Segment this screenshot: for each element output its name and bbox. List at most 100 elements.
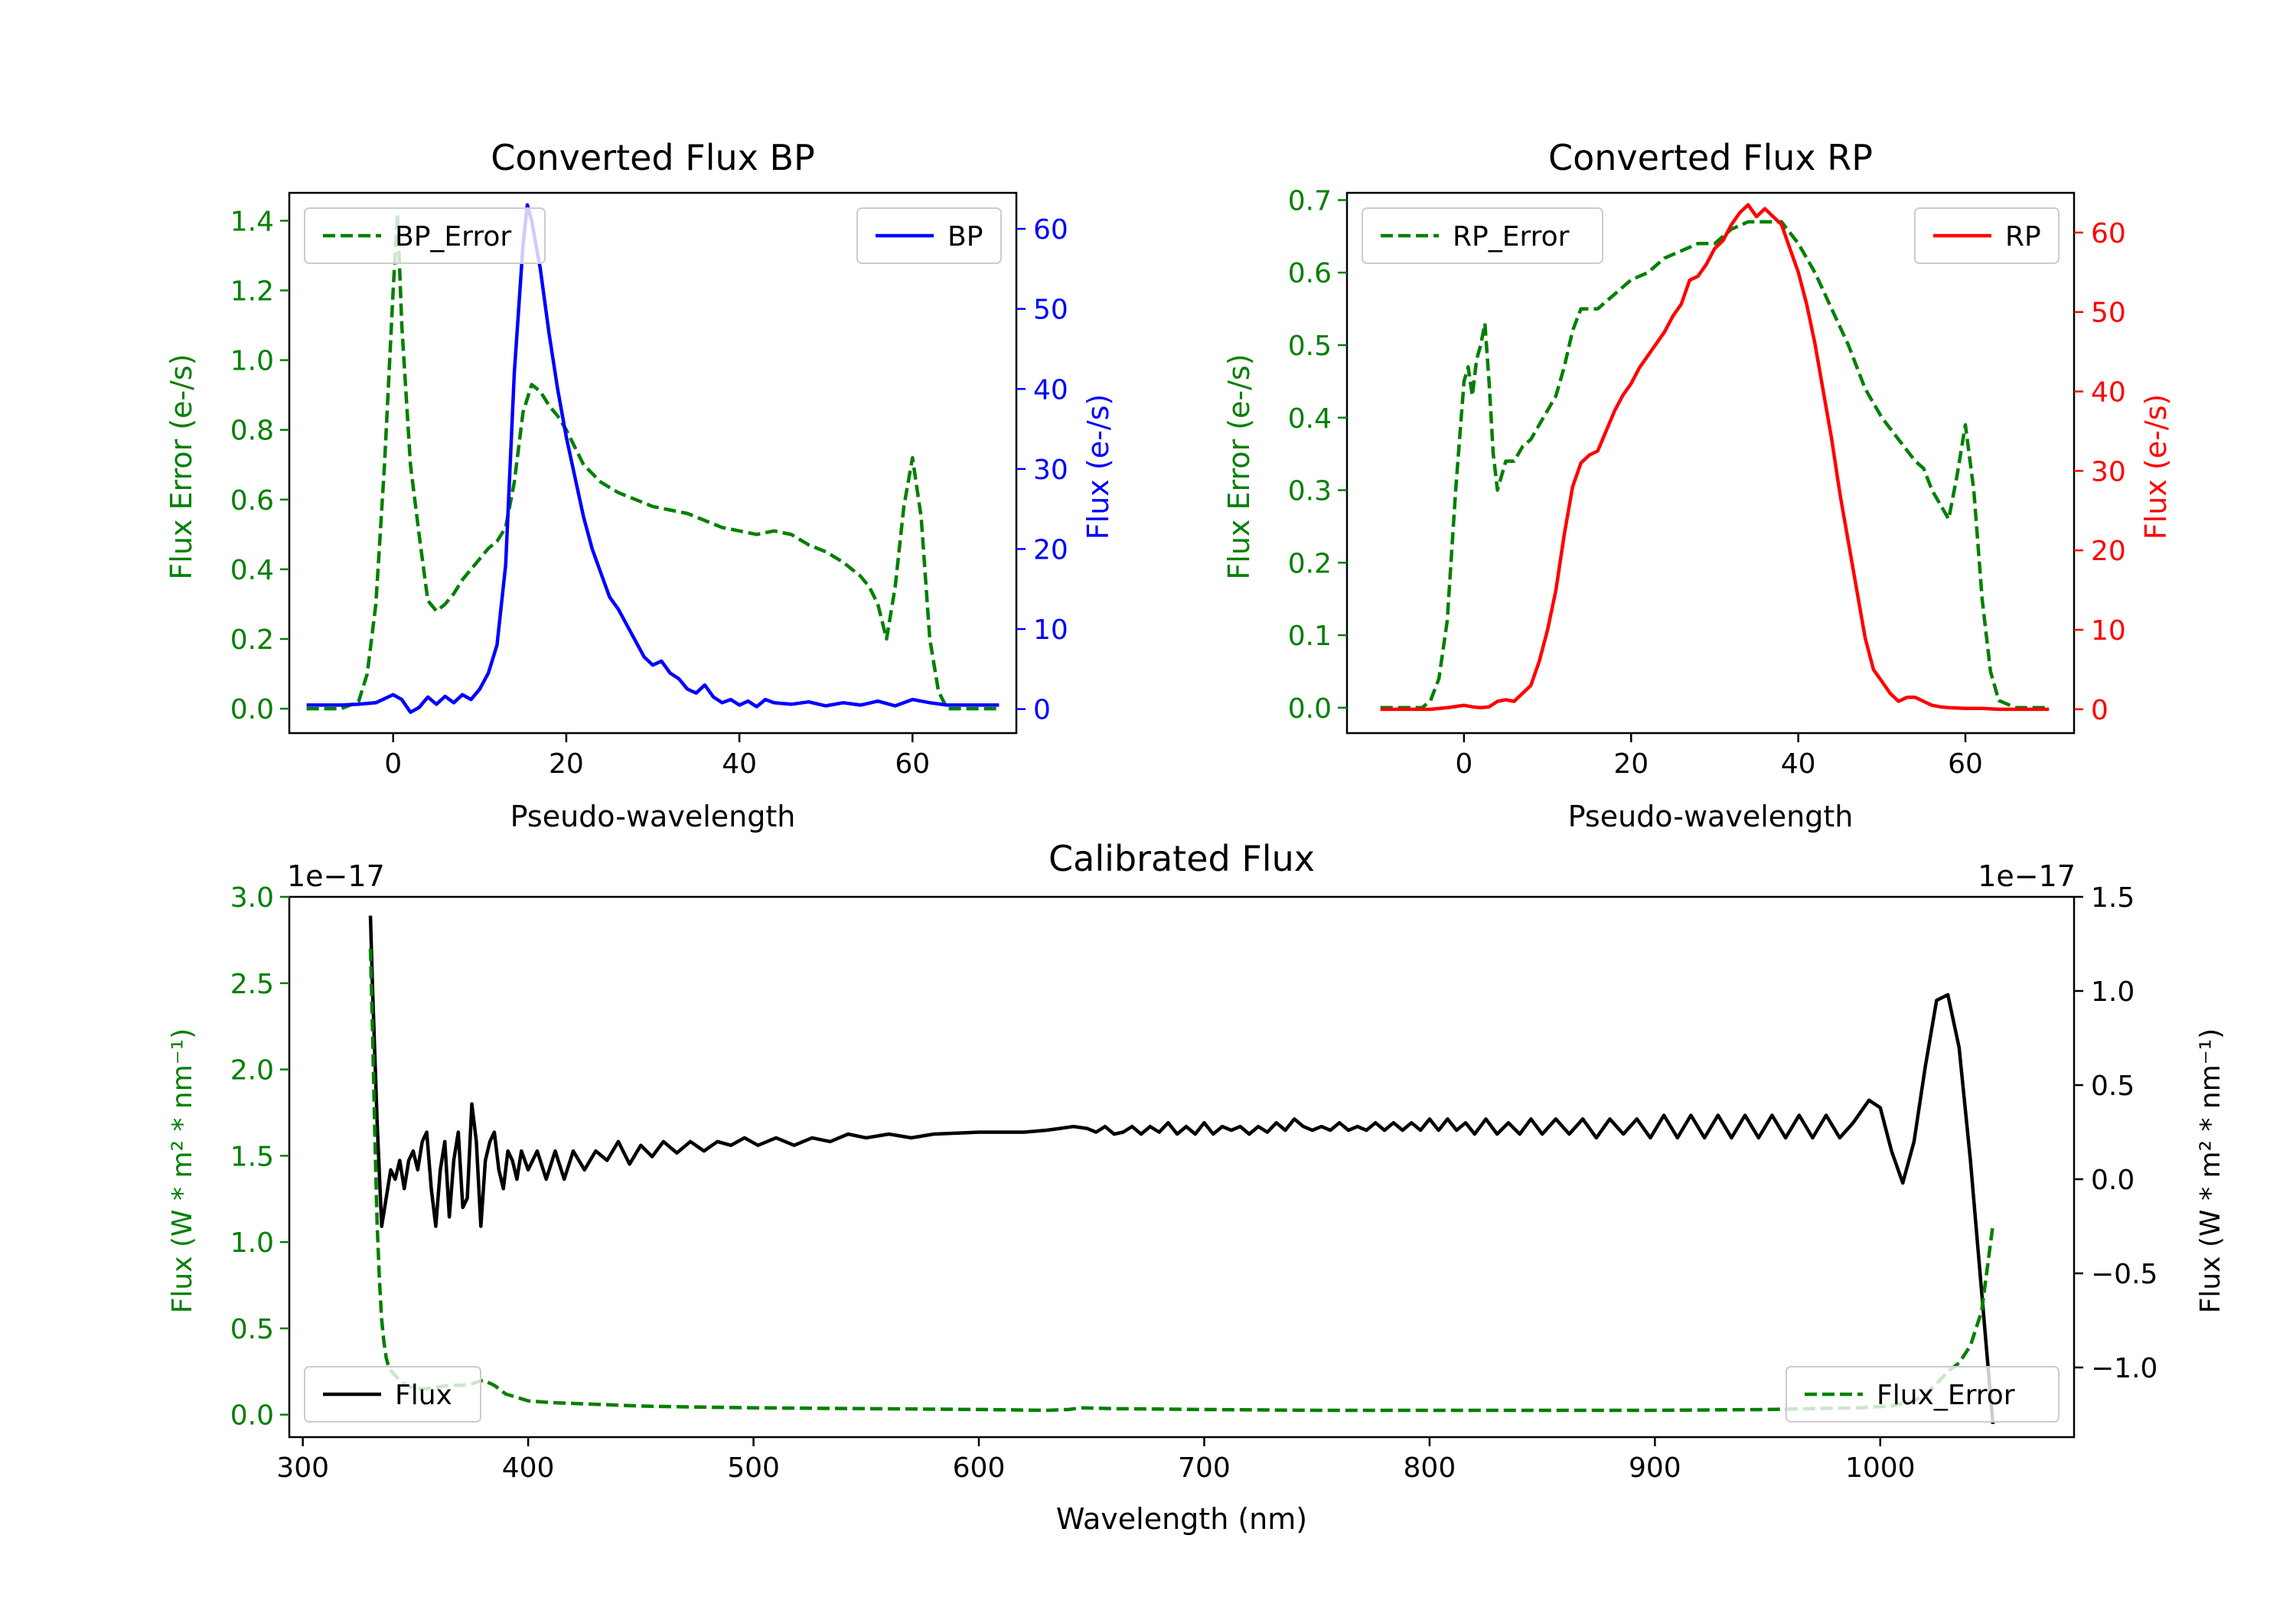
rp-left-y-tick-label: 0.1 — [1288, 621, 1332, 652]
bp-left-ylabel: Flux Error (e-/s) — [165, 354, 198, 579]
cal-x-tick-label: 700 — [1178, 1452, 1231, 1484]
rp-right-y-tick-label: 0 — [2091, 695, 2108, 726]
cal-left-y-tick-label: 3.0 — [230, 882, 274, 914]
bp-right-y-tick-label: 0 — [1033, 695, 1051, 726]
cal-right-y-tick-label: 1.5 — [2091, 882, 2135, 914]
legend-box — [1362, 207, 1603, 264]
cal-x-tick-label: 900 — [1629, 1452, 1681, 1484]
rp-right-y-tick-label: 40 — [2091, 377, 2126, 409]
cal-left-y-tick-label: 1.0 — [230, 1227, 274, 1259]
legend-box — [1786, 1366, 2060, 1423]
bp-left-y-tick-label: 0.2 — [230, 624, 274, 656]
rp-right-y-tick-label: 60 — [2091, 218, 2126, 249]
cal-left-y-tick-label: 2.0 — [230, 1055, 274, 1087]
legend-label: Flux_Error — [1877, 1380, 2015, 1411]
legend-box — [304, 1366, 481, 1423]
cal-axes-frame — [288, 895, 2076, 1439]
cal-left-ylabel: Flux (W * m² * nm⁻¹) — [167, 1028, 198, 1314]
bp-right-y-tick-label: 10 — [1033, 614, 1068, 646]
legend-flux-error: Flux_Error — [1786, 1366, 2060, 1423]
bp-x-tick-label: 60 — [895, 748, 930, 780]
rp-right-ylabel: Flux (e-/s) — [2139, 394, 2173, 539]
bp-left-y-tick-label: 0.4 — [230, 555, 274, 586]
legend-bp: BP — [856, 207, 1002, 264]
legend-label: BP_Error — [395, 221, 511, 253]
rp-left-y-tick-label: 0.0 — [1288, 693, 1332, 725]
cal-x-tick-label: 400 — [502, 1452, 555, 1484]
rp-left-y-tick-label: 0.5 — [1288, 331, 1332, 362]
bp-xlabel: Pseudo-wavelength — [510, 800, 796, 833]
rp-right-y-tick-label: 50 — [2091, 298, 2126, 329]
legend-label: RP_Error — [1453, 221, 1570, 253]
bp-left-y-tick-label: 0.6 — [230, 485, 274, 517]
bp-left-y-tick-label: 0.8 — [230, 416, 274, 447]
bp-right-y-tick-label: 50 — [1033, 295, 1068, 326]
bp-right-y-tick-label: 20 — [1033, 534, 1068, 566]
rp-left-y-tick-label: 0.6 — [1288, 258, 1332, 289]
calibrated-panel: Calibrated Flux Wavelength (nm) 1e−17 1e… — [167, 838, 2226, 1536]
rp-plot-area: 0 20 40 60 0.0 0.1 0.2 0.3 0.4 0.5 0.6 0.7 0 10 20 30 40… — [1288, 185, 2126, 780]
cal-right-offset: 1e−17 — [1978, 859, 2076, 893]
bp-left-y-tick-label: 1.0 — [230, 346, 274, 377]
legend-label: BP — [947, 221, 983, 253]
rp-x-tick-label: 20 — [1613, 748, 1649, 780]
bp-x-tick-label: 40 — [722, 748, 757, 780]
series-line-flux — [368, 915, 1995, 1424]
bp-axes-frame — [288, 191, 1018, 735]
rp-title: Converted Flux RP — [1548, 137, 1873, 178]
cal-plot-area: 300 400 500 600 700 800 900 1000 0.0 0.5 1.0 1.5 2.0… — [230, 882, 2158, 1484]
rp-right-y-tick-label: 30 — [2091, 456, 2126, 487]
cal-right-y-tick-label: 0.5 — [2091, 1071, 2135, 1102]
rp-left-ylabel: Flux Error (e-/s) — [1222, 354, 1256, 579]
bp-x-tick-label: 20 — [549, 748, 584, 780]
bp-panel: Converted Flux BP Pseudo-wavelength Flux… — [165, 137, 1115, 833]
bp-right-y-tick-label: 60 — [1033, 214, 1068, 246]
legend-bp-error: BP_Error — [304, 207, 546, 264]
cal-left-y-tick-label: 0.5 — [230, 1314, 274, 1345]
bp-left-y-tick-label: 1.2 — [230, 276, 274, 308]
cal-left-y-tick-label: 1.5 — [230, 1141, 274, 1172]
legend-rp: RP — [1914, 207, 2060, 264]
rp-right-y-tick-label: 10 — [2091, 615, 2126, 647]
cal-right-y-tick-label: 1.0 — [2091, 976, 2135, 1008]
bp-plot-area: 0 20 40 60 0.0 0.2 0.4 0.6 0.8 1.0 1.2 1.4 0 10 20 30 40… — [230, 191, 1068, 780]
legend-label: Flux — [395, 1380, 452, 1411]
bp-x-tick-label: 0 — [384, 748, 402, 780]
rp-x-tick-label: 0 — [1455, 748, 1473, 780]
rp-left-y-tick-label: 0.4 — [1288, 403, 1332, 435]
rp-axes-frame — [1345, 191, 2076, 735]
cal-right-y-tick-label: 0.0 — [2091, 1165, 2135, 1196]
bp-left-y-tick-label: 0.0 — [230, 694, 274, 725]
bp-right-ylabel: Flux (e-/s) — [1081, 394, 1115, 539]
legend-label: RP — [2005, 221, 2041, 253]
rp-xlabel: Pseudo-wavelength — [1568, 800, 1854, 833]
cal-left-offset: 1e−17 — [287, 859, 385, 893]
cal-right-ylabel: Flux (W * m² * nm⁻¹) — [2195, 1028, 2226, 1314]
rp-left-y-tick-label: 0.3 — [1288, 476, 1332, 507]
series-line-bp — [306, 203, 1000, 715]
bp-right-y-tick-label: 30 — [1033, 455, 1068, 486]
legend-box — [304, 207, 546, 264]
legend-flux: Flux — [304, 1366, 481, 1423]
cal-left-y-tick-label: 2.5 — [230, 969, 274, 1000]
cal-x-tick-label: 800 — [1404, 1452, 1456, 1484]
bp-left-y-tick-label: 1.4 — [230, 206, 274, 237]
bp-right-y-tick-label: 40 — [1033, 374, 1068, 406]
cal-x-tick-label: 1000 — [1845, 1452, 1916, 1484]
rp-left-y-tick-label: 0.2 — [1288, 548, 1332, 579]
cal-x-tick-label: 600 — [953, 1452, 1006, 1484]
cal-right-y-tick-label: −0.5 — [2091, 1259, 2157, 1290]
cal-right-y-tick-label: −1.0 — [2091, 1353, 2157, 1384]
cal-xlabel: Wavelength (nm) — [1056, 1502, 1307, 1536]
rp-left-y-tick-label: 0.7 — [1288, 185, 1332, 217]
series-line-bp-error — [306, 212, 1000, 711]
bp-title: Converted Flux BP — [491, 137, 815, 178]
cal-x-tick-label: 300 — [276, 1452, 329, 1484]
rp-x-tick-label: 40 — [1781, 748, 1816, 780]
rp-right-y-tick-label: 20 — [2091, 536, 2126, 567]
cal-left-y-tick-label: 0.0 — [230, 1400, 274, 1432]
legend-rp-error: RP_Error — [1362, 207, 1603, 264]
rp-panel: Converted Flux RP Pseudo-wavelength Flux… — [1222, 137, 2173, 833]
rp-x-tick-label: 60 — [1948, 748, 1983, 780]
